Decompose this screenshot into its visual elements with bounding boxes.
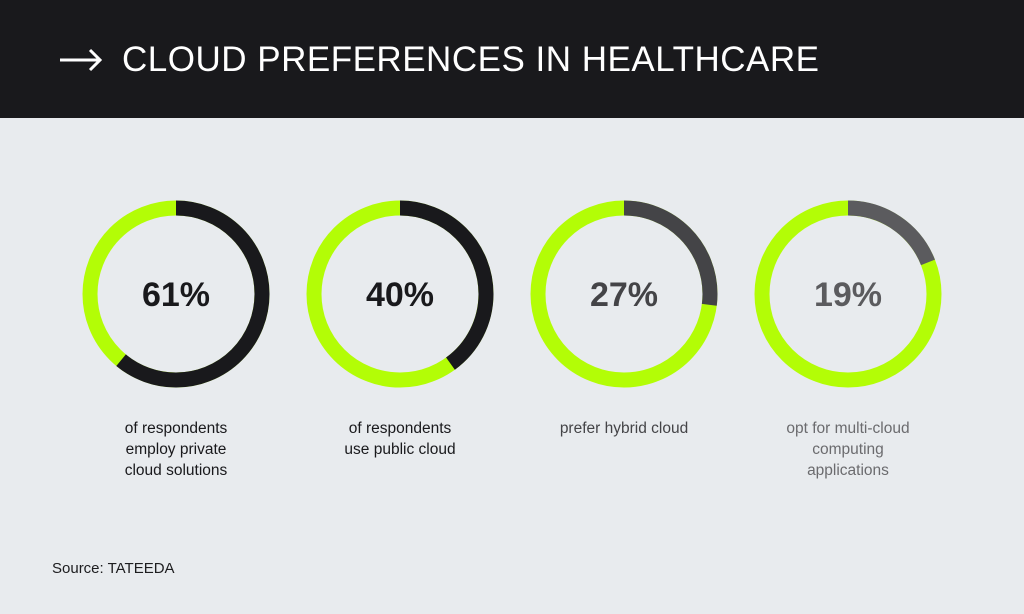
donut-chart: 27%: [530, 200, 718, 388]
donut-value-arc: [306, 200, 494, 388]
donut-caption: of respondents use public cloud: [290, 418, 510, 460]
donut-value-label: 19%: [814, 276, 882, 314]
donut-caption-line: computing: [812, 441, 884, 458]
donut-value-label: 40%: [366, 276, 434, 314]
donut-value-label: 27%: [590, 276, 658, 314]
donut-caption: opt for multi-cloud computing applications: [738, 418, 958, 481]
donut-chart: 61%: [82, 200, 270, 388]
donut-caption-line: employ private: [125, 441, 227, 458]
donut-caption: of respondents employ private cloud soluti…: [66, 418, 286, 481]
donut-caption-line: use public cloud: [344, 441, 456, 458]
donut-caption-line: of respondents: [124, 420, 228, 437]
donut-caption: prefer hybrid cloud: [514, 418, 734, 439]
donut-caption-line: of respondents: [348, 420, 452, 437]
source-note: Source: TATEEDA: [52, 560, 175, 577]
page-title: CLOUD PREFERENCES IN HEALTHCARE: [122, 40, 820, 79]
donut-value-arc: [82, 200, 270, 388]
donut-item: 27% prefer hybrid cloud: [514, 200, 734, 480]
donut-value-label: 61%: [142, 276, 210, 314]
donut-item: 61% of respondents employ private cloud sol…: [66, 200, 286, 480]
donut-caption-line: prefer hybrid cloud: [559, 420, 689, 437]
donut-value-arc: [754, 200, 942, 388]
donut-chart: 40%: [306, 200, 494, 388]
donut-caption-line: cloud solutions: [124, 462, 228, 479]
donut-item: 19% opt for multi-cloud computing applicati…: [738, 200, 958, 480]
donut-caption-line: applications: [807, 462, 889, 479]
donut-item: 40% of respondents use public cloud: [290, 200, 510, 480]
donut-value-arc: [530, 200, 718, 388]
donut-chart: 19%: [754, 200, 942, 388]
donut-caption-line: opt for multi-cloud: [786, 420, 910, 437]
header-bar: CLOUD PREFERENCES IN HEALTHCARE: [0, 0, 1024, 118]
right-arrow-icon: [60, 48, 103, 72]
